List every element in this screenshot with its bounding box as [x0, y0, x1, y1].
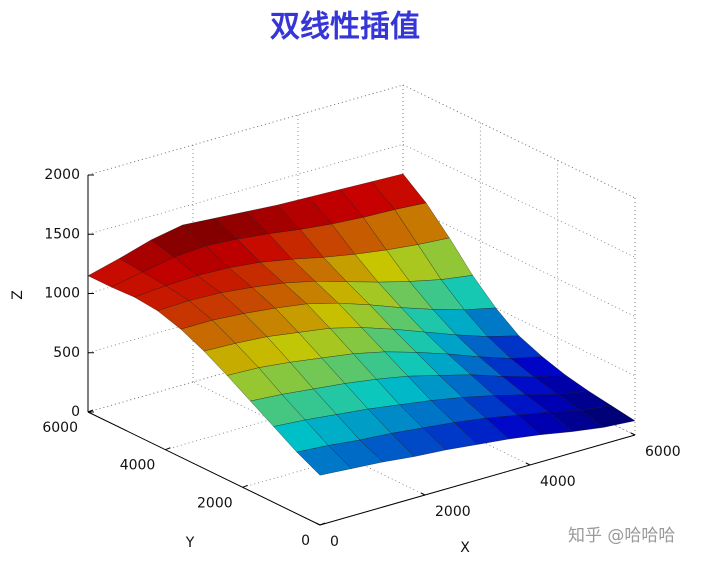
y-tick-label: 2000 [197, 495, 233, 511]
surface-patch [296, 445, 353, 476]
y-tick [242, 484, 248, 488]
x-axis-label: X [460, 540, 470, 556]
x-tick [525, 462, 531, 466]
x-tick [420, 492, 426, 496]
y-axis [87, 411, 321, 526]
y-axis-label: Y [185, 535, 195, 551]
watermark: 知乎 @哈哈哈 [568, 526, 675, 546]
y-tick [319, 522, 326, 526]
z-axis-label: Z [10, 290, 26, 300]
z-tick-label: 500 [53, 345, 80, 361]
grid-line [402, 84, 636, 199]
z-tick-label: 0 [71, 404, 80, 420]
z-tick-label: 1000 [44, 286, 80, 302]
x-tick-label: 0 [330, 534, 339, 550]
x-axis [319, 434, 636, 526]
chart-title: 双线性插值 [270, 10, 420, 45]
y-tick-label: 4000 [120, 458, 156, 474]
x-tick-label: 4000 [540, 474, 576, 490]
x-tick-label: 2000 [435, 504, 471, 520]
grid-line [87, 84, 404, 176]
x-tick [630, 432, 636, 436]
z-tick-label: 1500 [44, 226, 80, 242]
z-tick-label: 2000 [44, 167, 80, 183]
box-edge [87, 84, 404, 176]
y-tick-label: 6000 [42, 420, 78, 436]
y-tick-label: 0 [301, 533, 310, 549]
y-tick [87, 409, 94, 413]
x-tick-label: 6000 [645, 444, 681, 460]
x-tick [315, 522, 321, 526]
y-tick [165, 447, 171, 451]
